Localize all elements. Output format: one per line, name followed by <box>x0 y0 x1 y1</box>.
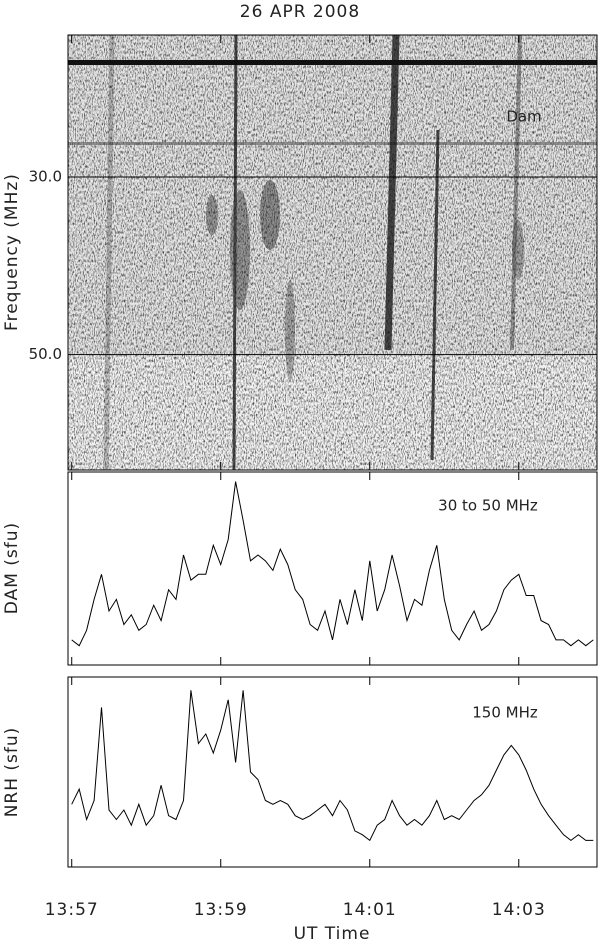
x-tick-label: 14:01 <box>343 900 397 920</box>
annotation: 30 to 50 MHz <box>438 497 538 515</box>
x-tick-label: 14:03 <box>492 900 546 920</box>
data-line <box>71 481 594 647</box>
x-tick-label: 13:59 <box>194 900 248 920</box>
chart-title: 26 APR 2008 <box>240 2 360 22</box>
plot-frame <box>67 471 598 666</box>
y-axis-label: Frequency (MHz) <box>2 173 22 331</box>
plot-frame <box>67 34 598 471</box>
x-axis-label: UT Time <box>294 924 371 943</box>
x-tick-label: 13:57 <box>45 900 99 920</box>
annotation: Dam <box>506 108 541 126</box>
y-axis-label: DAM (sfu) <box>2 522 22 614</box>
data-line <box>71 690 594 842</box>
plot-frame <box>67 676 598 868</box>
spectrum-texture <box>68 35 597 470</box>
y-tick-label: 50.0 <box>29 345 62 363</box>
annotation: 150 MHz <box>472 704 538 722</box>
y-tick-label: 30.0 <box>29 168 62 186</box>
y-axis-label: NRH (sfu) <box>2 727 22 818</box>
